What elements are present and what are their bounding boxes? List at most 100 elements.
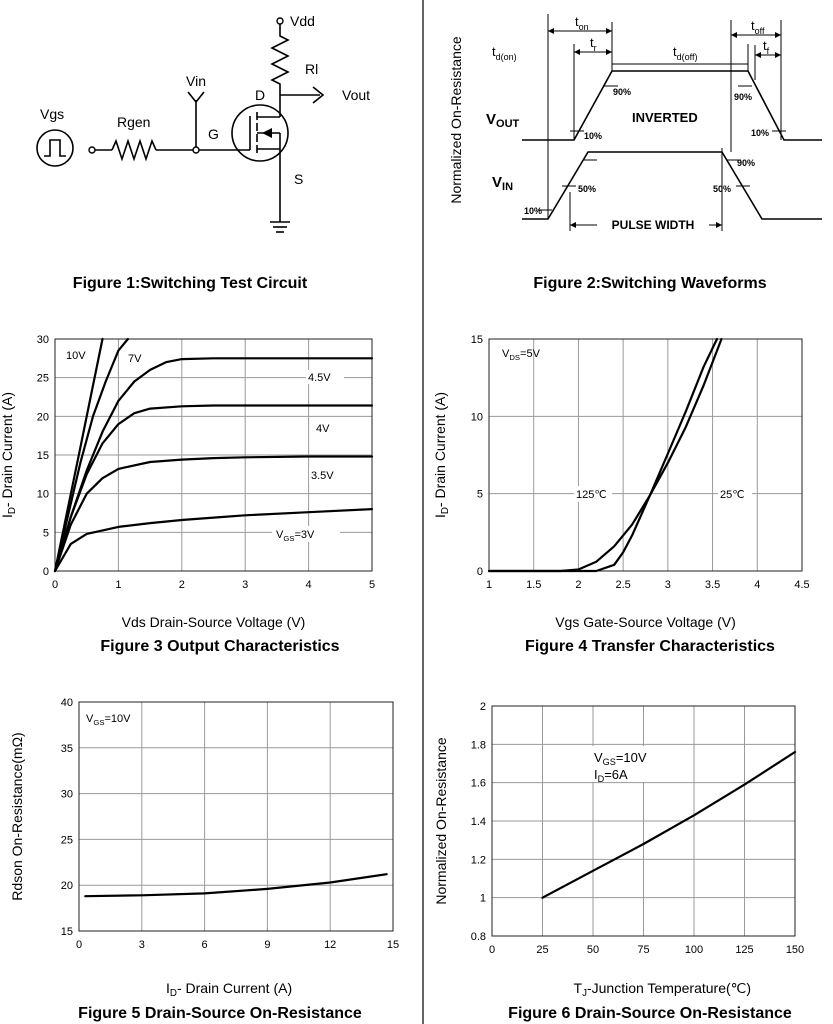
x-tick-label: 1.5 [526,579,541,591]
x-tick-label: 15 [387,939,399,951]
x-tick-label: 3 [242,579,248,591]
y-tick-label: 20 [37,411,49,423]
vin-label: VIN [492,174,513,193]
series-label-3v: VGS=3V [276,529,315,543]
x-tick-label: 3.5 [705,579,720,591]
series-line-1 [53,337,130,573]
y-axis-label: Rdson On-Resistance(mΩ) [9,732,25,900]
vdd-node [276,17,284,25]
rl-label: Rl [305,61,318,77]
figure-caption: Figure 6 Drain-Source On-Resistance [508,1005,792,1022]
output-characteristics-chart: 0 1 2 3 4 5 0 5 10 15 20 25 30 Vds Drain-Source Volta… [0,334,375,655]
plot-frame [54,338,373,572]
x-tick-label: 2 [179,579,185,591]
x-tick-label: 12 [324,939,336,951]
figure-caption: Figure 3 Output Characteristics [100,638,339,655]
figure2-caption: Figure 2:Switching Waveforms [533,275,766,292]
pct-50-b: 50% [713,184,731,194]
series-line-0 [541,750,797,899]
y-axis-label: ID- Drain Current (A) [432,392,451,518]
y-tick-label: 1.4 [471,816,486,828]
y-tick-label: 30 [37,334,49,346]
pct-90-b: 90% [734,92,752,102]
y-tick-label: 0 [43,566,49,578]
y-tick-label: 10 [37,489,49,501]
y-tick-label: 1.2 [471,854,486,866]
series-label-4v: 4V [316,423,330,435]
vgs-annotation: VGS=10V [594,750,647,767]
x-tick-label: 75 [637,944,649,956]
tdoff-label: td(off) [673,44,697,62]
rgen-label: Rgen [117,114,150,130]
x-tick-label: 0 [76,939,82,951]
transfer-characteristics-chart: 1 1.5 2 2.5 3 3.5 4 4.5 0 5 10 15 Vgs Gate-Source Vo… [432,334,810,655]
x-axis-label: ID- Drain Current (A) [166,980,292,999]
vdd-label: Vdd [290,13,315,29]
vgs-label: Vgs [40,106,64,122]
x-tick-label: 3 [665,579,671,591]
x-tick-label: 9 [264,939,270,951]
ground-icon [270,221,290,233]
y-tick-label: 1.6 [471,778,486,790]
x-tick-label: 1 [486,579,492,591]
y-tick-label: 20 [61,880,73,892]
series-line-0 [53,337,104,573]
y-tick-label: 25 [37,373,49,385]
y-tick-label: 0 [477,566,483,578]
vout-label: VOUT [486,111,520,130]
x-tick-label: 4 [754,579,760,591]
x-tick-label: 0 [489,944,495,956]
x-tick-label: 1 [115,579,121,591]
series-label-10v: 10V [66,350,86,362]
vin-waveform [522,151,822,220]
y-axis-label: Normalized On-Resistance [433,737,449,904]
fig2-yaxis-label: Normalized On-Resistance [448,36,464,203]
x-tick-label: 150 [786,944,804,956]
series-line-1 [487,337,719,573]
vin-probe-icon [187,91,205,104]
figure-caption: Figure 4 Transfer Characteristics [525,638,775,655]
pulse-width-label: PULSE WIDTH [612,218,695,232]
pct-10-b: 10% [751,128,769,138]
tf-label: tf [763,38,770,56]
y-tick-label: 25 [61,834,73,846]
s-label: S [294,171,303,187]
x-tick-label: 5 [369,579,375,591]
vout-probe-icon [312,86,325,104]
inverted-label: INVERTED [632,110,698,125]
figure-caption: Figure 5 Drain-Source On-Resistance [78,1005,362,1022]
x-axis-label: TJ-Junction Temperature(℃) [574,980,752,999]
series-label-7v: 7V [128,353,142,365]
y-tick-label: 30 [61,789,73,801]
y-tick-label: 1 [480,893,486,905]
y-tick-label: 10 [471,411,483,423]
x-tick-label: 125 [735,944,753,956]
switching-test-circuit: Vgs Rgen Vin G D S Vout Rl Vdd [36,13,370,292]
tr-label: tr [590,35,597,53]
x-tick-label: 2 [575,579,581,591]
series-line-0 [84,873,388,898]
vout-waveform [522,70,822,141]
series-line-4 [53,455,374,573]
series-line-0 [487,337,723,573]
pct-10-a: 10% [584,131,602,141]
label-backdrop [272,526,340,542]
x-tick-label: 50 [587,944,599,956]
x-tick-label: 6 [202,939,208,951]
figure1-caption: Figure 1:Switching Test Circuit [73,275,308,292]
label-backdrop [588,746,664,782]
g-label: G [208,126,219,142]
x-tick-label: 4 [306,579,312,591]
plot-frame [78,701,394,932]
series-line-2 [53,357,374,573]
series-line-5 [53,508,374,573]
series-line-3 [53,404,374,573]
y-tick-label: 0.8 [471,931,486,943]
series-label-4-5v: 4.5V [308,372,331,384]
vds-annotation: VDS=5V [502,348,541,362]
label-backdrop [309,468,343,482]
x-tick-label: 2.5 [615,579,630,591]
y-tick-label: 5 [43,527,49,539]
x-tick-label: 100 [685,944,703,956]
